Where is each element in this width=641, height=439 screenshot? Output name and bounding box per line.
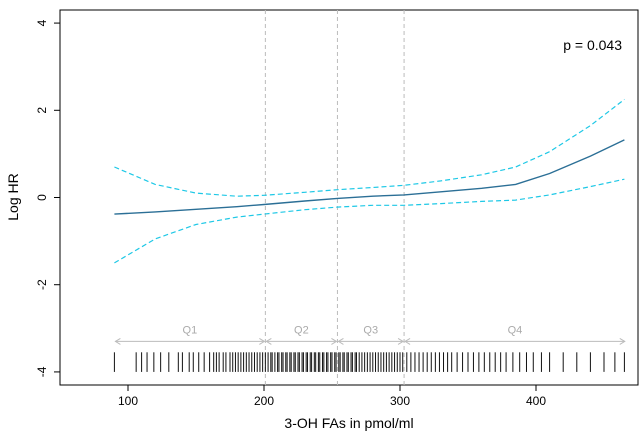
quartile-label-4: Q4: [508, 324, 523, 336]
arrowhead-left: [265, 337, 272, 345]
confidence-band: [114, 98, 625, 264]
arrowhead-right: [619, 337, 626, 345]
quartile-cutoff-lines: [264, 10, 405, 385]
ci-upper-line: [114, 98, 625, 197]
y-tick-label: -4: [35, 366, 49, 377]
x-tick-label: 400: [526, 394, 546, 408]
y-axis-label: Log HR: [5, 173, 21, 220]
p-value-annotation: p = 0.043: [563, 37, 622, 53]
y-tick-label: 4: [35, 19, 49, 26]
x-axis-label: 3-OH FAs in pmol/ml: [284, 415, 413, 431]
rug-plot: [113, 352, 625, 372]
quartile-label-3: Q3: [363, 324, 378, 336]
arrowhead-right: [259, 337, 266, 345]
y-tick-label: -2: [35, 279, 49, 290]
arrowhead-left: [114, 337, 121, 345]
x-axis: 100 200 300 400: [118, 385, 546, 408]
fit-line: [114, 139, 625, 215]
ci-lower-line: [114, 178, 625, 264]
y-tick-label: 2: [35, 107, 49, 114]
x-tick-label: 100: [118, 394, 138, 408]
fit-line-group: [114, 139, 625, 215]
x-tick-label: 300: [390, 394, 410, 408]
y-axis: -4 -2 0 2 4: [35, 19, 60, 377]
arrowhead-right: [331, 337, 338, 345]
arrowhead-right: [397, 337, 405, 345]
arrowhead-left: [404, 337, 411, 345]
x-tick-label: 200: [254, 394, 274, 408]
quartile-label-1: Q1: [183, 324, 198, 336]
arrowhead-left: [337, 337, 344, 345]
quartile-label-2: Q2: [294, 324, 309, 336]
quartile-arrows: Q1 Q2 Q3 Q4: [114, 324, 626, 345]
y-tick-label: 0: [35, 194, 49, 201]
